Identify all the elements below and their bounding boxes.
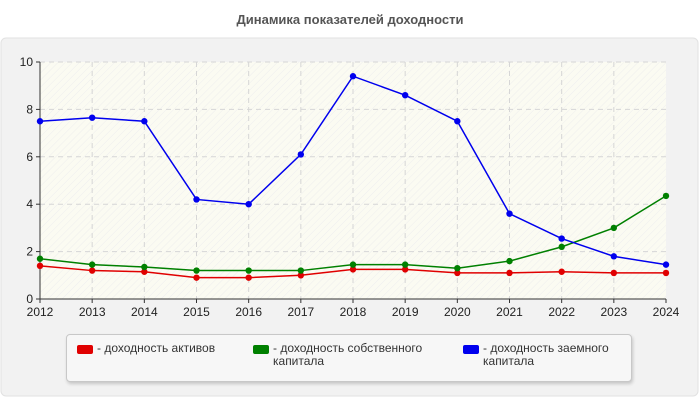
x-tick-label: 2020 <box>444 305 471 319</box>
data-point-0 <box>349 266 357 273</box>
x-tick-label: 2015 <box>183 305 210 319</box>
legend-item-equity: - доходность собственного капитала <box>253 342 453 368</box>
y-tick-label: 10 <box>20 55 34 69</box>
x-tick-label: 2018 <box>340 305 367 319</box>
y-tick-label: 2 <box>26 245 33 259</box>
series-2 <box>36 73 670 268</box>
data-point-0 <box>88 267 96 274</box>
legend-label-equity: - доходность собственного капитала <box>273 341 423 368</box>
data-point-1 <box>401 261 409 268</box>
data-point-2 <box>245 201 252 208</box>
data-point-2 <box>193 196 200 203</box>
data-point-1 <box>506 257 513 265</box>
data-point-0 <box>193 274 200 281</box>
data-point-1 <box>245 267 252 274</box>
data-point-2 <box>88 114 96 121</box>
legend-swatch-assets <box>77 345 93 354</box>
x-tick-label: 2023 <box>600 305 627 319</box>
x-tick-label: 2019 <box>392 305 419 319</box>
y-tick-label: 4 <box>26 197 33 211</box>
data-point-0 <box>558 268 565 275</box>
data-point-0 <box>506 269 513 277</box>
x-tick-label: 2021 <box>496 305 523 319</box>
x-tick-label: 2017 <box>287 305 314 319</box>
data-point-2 <box>36 118 44 125</box>
data-point-2 <box>349 73 357 80</box>
data-point-2 <box>662 261 670 268</box>
data-point-0 <box>245 274 252 281</box>
legend-item-debt: - доходность заемного капитала <box>463 342 633 368</box>
data-point-1 <box>88 261 96 268</box>
data-point-0 <box>454 269 461 277</box>
legend-swatch-debt <box>463 345 479 354</box>
data-point-1 <box>349 261 357 268</box>
chart-title: Динамика показателей доходности <box>236 12 463 27</box>
data-point-2 <box>141 118 148 125</box>
grid-lines <box>40 61 666 299</box>
data-point-0 <box>662 269 670 277</box>
series-0 <box>36 262 670 281</box>
legend-label-assets: - доходность активов <box>97 341 216 355</box>
y-tick-label: 8 <box>26 102 33 116</box>
data-point-0 <box>141 268 148 275</box>
axes: 0 2 4 6 8 10 2012 2013 2014 2015 2016 2017 2018 2019 2… <box>20 55 680 319</box>
x-tick-label: 2014 <box>131 305 158 319</box>
data-point-2 <box>506 210 513 217</box>
data-point-2 <box>610 253 618 260</box>
x-tick-label: 2016 <box>235 305 262 319</box>
legend-label-debt: - доходность заемного капитала <box>483 341 609 368</box>
x-tick-label: 2012 <box>27 305 54 319</box>
data-point-1 <box>36 255 44 262</box>
data-point-2 <box>454 118 461 125</box>
y-tick-label: 0 <box>26 292 33 306</box>
data-point-2 <box>401 91 409 99</box>
data-point-2 <box>297 151 305 158</box>
legend-swatch-equity <box>253 345 269 354</box>
data-point-1 <box>662 192 670 200</box>
legend-item-assets: - доходность активов <box>77 342 247 355</box>
data-point-1 <box>141 263 148 271</box>
data-point-0 <box>401 266 409 273</box>
data-point-1 <box>558 243 565 251</box>
data-point-0 <box>610 269 618 277</box>
x-tick-label: 2024 <box>653 305 680 319</box>
x-tick-label: 2013 <box>79 305 106 319</box>
series-lines <box>36 73 670 281</box>
x-tick-label: 2022 <box>548 305 575 319</box>
data-point-1 <box>297 267 305 274</box>
data-point-1 <box>610 224 618 232</box>
data-point-0 <box>36 262 44 270</box>
y-tick-label: 6 <box>26 150 33 164</box>
data-point-1 <box>454 264 461 272</box>
data-point-1 <box>193 267 200 274</box>
legend: - доходность активов - доходность собств… <box>66 334 632 382</box>
series-1 <box>36 192 670 274</box>
data-point-0 <box>297 272 305 279</box>
data-point-2 <box>558 235 565 242</box>
